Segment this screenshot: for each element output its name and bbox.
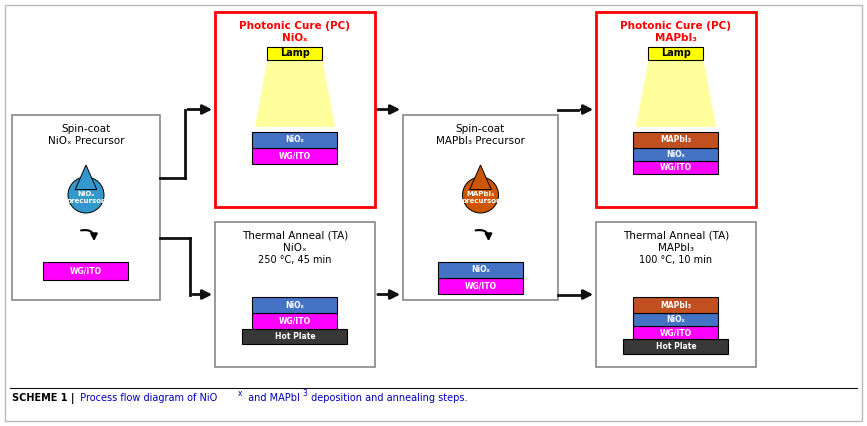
Bar	[252, 132, 337, 148]
Bar	[252, 297, 337, 313]
Text: NiOₓ: NiOₓ	[284, 243, 307, 253]
Polygon shape	[75, 165, 97, 190]
Text: WG/ITO: WG/ITO	[279, 317, 311, 325]
Circle shape	[462, 177, 499, 213]
Text: 3: 3	[302, 389, 307, 398]
Bar	[634, 148, 719, 161]
Bar	[268, 47, 323, 60]
Text: NiOₓ: NiOₓ	[667, 150, 686, 159]
Bar	[252, 148, 337, 164]
Text: NiOₓ: NiOₓ	[285, 135, 304, 144]
Text: and MAPbI: and MAPbI	[245, 393, 300, 403]
Text: Hot Plate: Hot Plate	[275, 332, 316, 341]
Bar	[634, 313, 719, 326]
Text: NiOₓ: NiOₓ	[283, 33, 308, 43]
Bar	[43, 262, 128, 280]
Text: Hot Plate: Hot Plate	[655, 342, 696, 351]
Bar	[215, 12, 375, 207]
Text: Photonic Cure (PC): Photonic Cure (PC)	[239, 21, 350, 31]
Text: Thermal Anneal (TA): Thermal Anneal (TA)	[242, 231, 349, 241]
Bar	[12, 115, 160, 300]
Polygon shape	[255, 60, 335, 127]
Text: WG/ITO: WG/ITO	[660, 328, 692, 337]
Bar	[438, 262, 523, 278]
Bar	[623, 339, 728, 354]
Text: NiOₓ: NiOₓ	[471, 265, 490, 274]
Text: NiOₓ Precursor: NiOₓ Precursor	[48, 136, 124, 146]
Text: Photonic Cure (PC): Photonic Cure (PC)	[621, 21, 732, 31]
Bar	[634, 326, 719, 339]
Text: MAPbI₃
precursor: MAPbI₃ precursor	[461, 191, 499, 204]
Bar	[634, 132, 719, 148]
Text: x: x	[238, 389, 243, 398]
Text: Spin-coat: Spin-coat	[456, 124, 505, 134]
Text: MAPbI₃: MAPbI₃	[655, 33, 697, 43]
Text: Lamp: Lamp	[661, 49, 691, 58]
Text: deposition and annealing steps.: deposition and annealing steps.	[308, 393, 467, 403]
Bar	[252, 313, 337, 329]
Bar	[243, 329, 348, 344]
Bar	[634, 161, 719, 174]
Text: WG/ITO: WG/ITO	[70, 267, 102, 276]
Text: SCHEME 1 |: SCHEME 1 |	[12, 392, 75, 403]
Bar	[596, 222, 756, 367]
Text: Thermal Anneal (TA): Thermal Anneal (TA)	[623, 231, 729, 241]
Text: NiOₓ
precursor: NiOₓ precursor	[67, 191, 105, 204]
Text: 250 °C, 45 min: 250 °C, 45 min	[258, 255, 332, 265]
Bar	[403, 115, 558, 300]
Text: MAPbI₃: MAPbI₃	[661, 135, 692, 144]
Bar	[215, 222, 375, 367]
Text: NiOₓ: NiOₓ	[285, 300, 304, 310]
Text: Lamp: Lamp	[280, 49, 310, 58]
Text: NiOₓ: NiOₓ	[667, 315, 686, 324]
Text: Spin-coat: Spin-coat	[62, 124, 111, 134]
Text: MAPbI₃ Precursor: MAPbI₃ Precursor	[436, 136, 525, 146]
Text: MAPbI₃: MAPbI₃	[658, 243, 694, 253]
Text: WG/ITO: WG/ITO	[279, 152, 311, 161]
Text: 100 °C, 10 min: 100 °C, 10 min	[640, 255, 713, 265]
Bar	[634, 297, 719, 313]
Bar	[649, 47, 703, 60]
Bar	[438, 278, 523, 294]
Text: WG/ITO: WG/ITO	[660, 163, 692, 172]
Polygon shape	[470, 165, 492, 190]
Text: WG/ITO: WG/ITO	[465, 282, 497, 291]
Polygon shape	[636, 60, 716, 127]
Bar	[596, 12, 756, 207]
Circle shape	[68, 177, 104, 213]
Text: MAPbI₃: MAPbI₃	[661, 300, 692, 310]
Text: Process flow diagram of NiO: Process flow diagram of NiO	[77, 393, 218, 403]
